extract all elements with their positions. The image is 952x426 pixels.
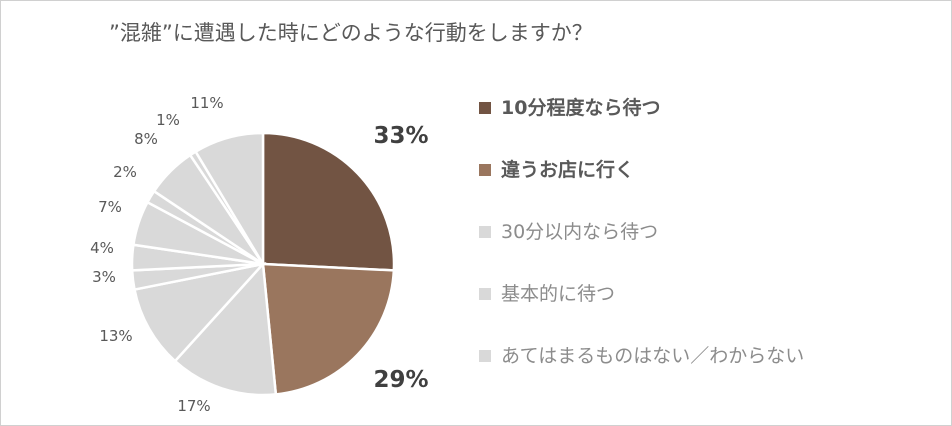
slice-label-1: 29% <box>373 367 428 393</box>
legend-label-1: 違うお店に行く <box>501 159 635 181</box>
legend-swatch-1 <box>479 164 491 176</box>
legend-swatch-4 <box>479 350 491 362</box>
pie-slice-3 <box>133 262 267 363</box>
slice-label-2: 17% <box>177 397 210 415</box>
slice-label-8: 8% <box>134 130 158 148</box>
legend-label-0: 10分程度なら待つ <box>501 97 661 119</box>
pie-slice-2 <box>173 261 278 397</box>
legend-swatch-3 <box>479 288 491 300</box>
pie-slice-0 <box>261 131 396 272</box>
slice-label-7: 2% <box>113 163 137 181</box>
pie-slice-10 <box>193 131 265 269</box>
slice-label-10: 11% <box>190 94 223 112</box>
chart-title: ”混雑”に遭遇した時にどのような行動をしますか？ <box>109 21 593 45</box>
slice-label-5: 4% <box>90 239 114 257</box>
legend-swatch-0 <box>479 102 491 114</box>
legend-label-3: 基本的に待つ <box>501 283 616 305</box>
legend-label-4: あてはまるものはない／わからない <box>501 345 805 367</box>
legend-label-2: 30分以内なら待つ <box>501 221 659 243</box>
slice-label-0: 33% <box>373 123 428 149</box>
slice-label-6: 7% <box>98 198 122 216</box>
legend-swatch-2 <box>479 226 491 238</box>
slice-label-4: 3% <box>92 268 116 286</box>
pie-slice-1 <box>261 262 396 396</box>
slice-label-9: 1% <box>156 111 180 129</box>
slice-label-3: 13% <box>99 327 132 345</box>
